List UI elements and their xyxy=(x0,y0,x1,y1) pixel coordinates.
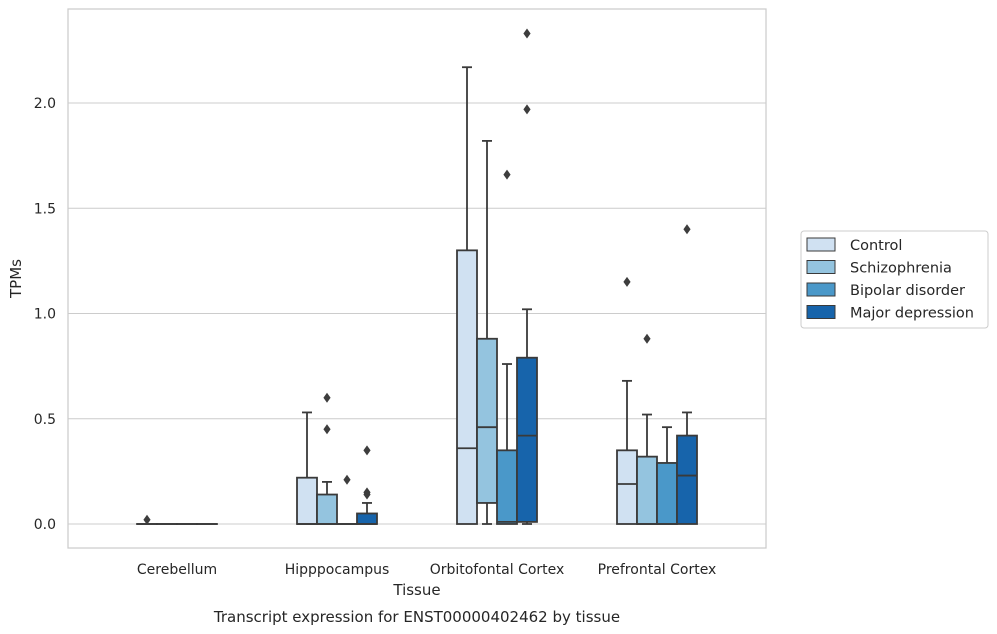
grid-lines xyxy=(68,102,766,525)
box xyxy=(456,249,478,525)
series-control xyxy=(136,66,638,525)
box-group xyxy=(356,445,378,525)
box-group xyxy=(516,28,538,525)
y-axis-label: TPMs xyxy=(7,259,25,299)
y-tick-label: 1.5 xyxy=(34,201,56,217)
outlier-point xyxy=(683,224,691,235)
series-bipolar-disorder xyxy=(176,169,678,525)
box xyxy=(616,449,638,525)
box-group xyxy=(496,169,518,525)
box-group xyxy=(636,333,658,525)
box xyxy=(676,434,698,525)
box xyxy=(356,512,378,525)
box xyxy=(476,337,498,504)
legend-swatch xyxy=(806,305,836,319)
outlier-point xyxy=(323,424,331,435)
series-schizophrenia xyxy=(156,139,658,525)
outlier-point xyxy=(363,489,371,500)
outlier-point xyxy=(523,104,531,115)
box xyxy=(496,449,518,525)
box-group xyxy=(616,276,638,525)
outlier-point xyxy=(643,333,651,344)
box xyxy=(296,476,318,525)
box xyxy=(656,462,678,525)
legend-label: Major depression xyxy=(850,306,974,322)
y-tick-label: 1.0 xyxy=(34,307,56,323)
outlier-point xyxy=(323,392,331,403)
x-tick-label: Hipppocampus xyxy=(285,562,390,578)
box xyxy=(636,455,658,525)
box-series xyxy=(136,28,698,525)
y-tick-label: 0.5 xyxy=(34,412,56,428)
box-group xyxy=(296,411,318,525)
legend-label: Bipolar disorder xyxy=(850,283,965,299)
x-tick-label: Orbitofontal Cortex xyxy=(430,562,565,578)
legend-label: Control xyxy=(850,238,902,254)
outlier-point xyxy=(503,169,511,180)
outlier-point xyxy=(623,276,631,287)
box xyxy=(516,356,538,523)
box-group xyxy=(656,426,678,525)
y-tick-labels: 0.0 0.5 1.0 1.5 2.0 xyxy=(34,96,56,533)
outlier-point xyxy=(523,28,531,39)
outlier-point xyxy=(343,474,351,485)
x-axis-label: Tissue xyxy=(392,581,440,599)
box-group xyxy=(136,514,158,525)
legend-frame xyxy=(800,230,989,329)
x-tick-label: Prefrontal Cortex xyxy=(598,562,717,578)
box-group xyxy=(476,139,498,525)
box-group xyxy=(336,474,358,525)
box-group xyxy=(456,66,478,525)
legend: Control Schizophrenia Bipolar disorder Majo… xyxy=(800,230,989,329)
y-tick-label: 0.0 xyxy=(34,517,56,533)
legend-swatch xyxy=(806,237,836,252)
x-tick-labels: Cerebellum Hipppocampus Orbitofontal Corte… xyxy=(137,562,716,578)
plot-frame xyxy=(67,8,767,549)
legend-swatch xyxy=(806,282,836,297)
box-group xyxy=(316,392,338,525)
box-group xyxy=(676,224,698,525)
series-major-depression xyxy=(196,28,698,525)
x-tick-label: Cerebellum xyxy=(137,562,217,578)
legend-label: Schizophrenia xyxy=(850,261,952,277)
outlier-point xyxy=(363,445,371,456)
chart-caption: Transcript expression for ENST0000040246… xyxy=(213,608,620,626)
legend-swatch xyxy=(806,260,836,274)
outlier-point xyxy=(143,514,151,525)
y-tick-label: 2.0 xyxy=(34,96,56,112)
box xyxy=(316,493,338,525)
